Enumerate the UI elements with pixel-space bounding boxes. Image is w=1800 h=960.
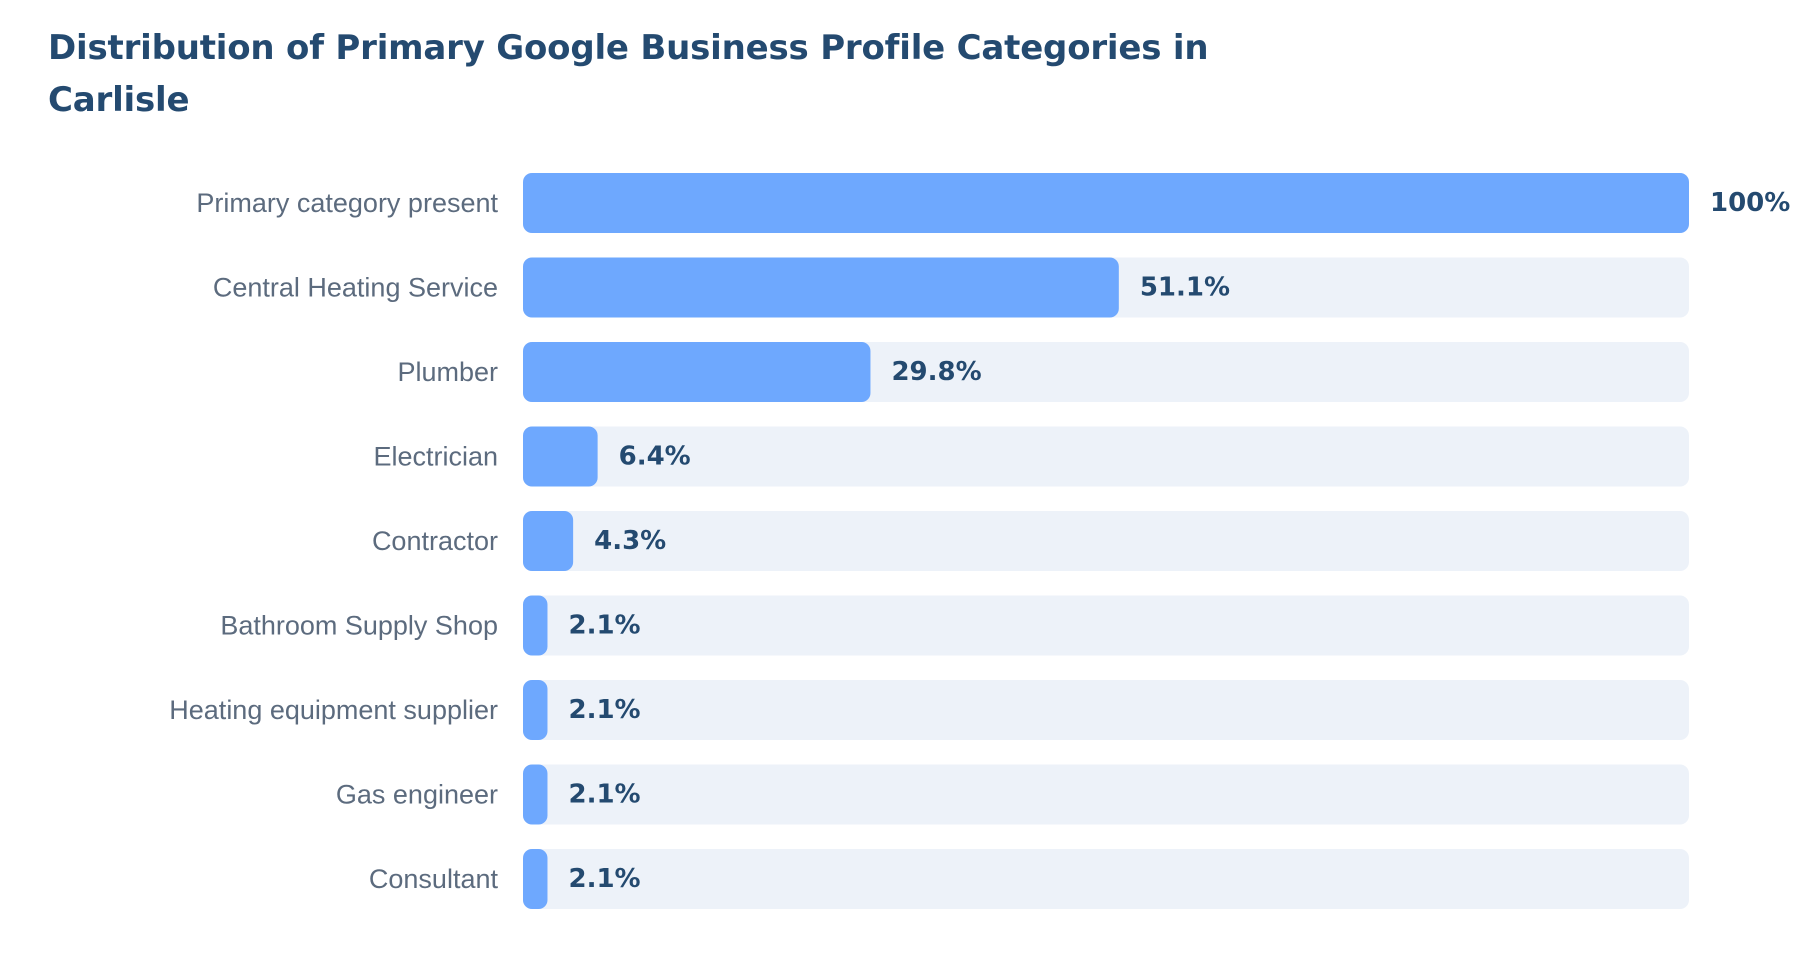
bar-track <box>523 511 1689 571</box>
value-label: 29.8% <box>891 357 981 387</box>
bar-track <box>523 680 1689 740</box>
bar <box>523 342 871 402</box>
bar <box>523 511 574 571</box>
category-label: Primary category present <box>196 188 498 218</box>
value-label: 6.4% <box>619 442 691 472</box>
category-label: Electrician <box>373 442 498 472</box>
value-label: 2.1% <box>568 695 640 725</box>
category-label: Gas engineer <box>336 780 498 810</box>
bar <box>523 426 598 487</box>
category-label: Central Heating Service <box>213 273 498 303</box>
value-label: 2.1% <box>568 780 640 810</box>
category-label: Contractor <box>372 526 498 556</box>
category-label: Bathroom Supply Shop <box>220 611 498 641</box>
bar-track <box>523 426 1689 487</box>
value-label: 2.1% <box>568 864 640 894</box>
value-label: 51.1% <box>1140 273 1230 303</box>
bar-track <box>523 764 1689 825</box>
bar <box>523 257 1119 318</box>
value-label: 100% <box>1710 188 1790 218</box>
category-label: Consultant <box>369 864 499 894</box>
bar-track <box>523 849 1689 909</box>
bar-track <box>523 595 1689 656</box>
category-label: Heating equipment supplier <box>169 695 498 725</box>
bar <box>523 849 548 909</box>
bar <box>523 680 548 740</box>
chart-title: Distribution of Primary Google Business … <box>48 28 1209 120</box>
bar <box>523 173 1689 233</box>
value-label: 2.1% <box>568 611 640 641</box>
value-label: 4.3% <box>594 526 666 556</box>
category-label: Plumber <box>397 357 498 387</box>
bar <box>523 595 548 656</box>
bar <box>523 764 548 825</box>
